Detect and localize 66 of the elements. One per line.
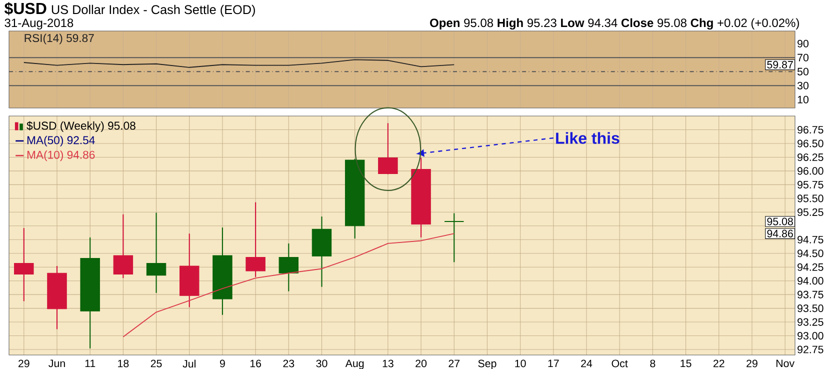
y-tick-label: 94.75 [798,236,824,244]
y-tick-label: 92.75 [798,346,824,354]
x-tick-label: 23 [283,360,294,368]
y-tick-label: 90 [798,40,808,48]
x-tick-label: 25 [150,360,162,368]
y-tick-label: 95.50 [798,194,824,202]
candlestick [378,122,398,175]
y-tick-label: 95.25 [798,208,824,216]
x-tick-label: Jun [48,360,65,368]
candlestick [146,212,166,294]
candlestick [113,214,134,279]
y-tick-label: 96.00 [798,167,824,175]
x-tick-label: Jul [182,360,196,368]
chart-title: $USD [4,2,46,16]
text: Open 95.08 High 95.23 Low 94.34 Close 95.08 Chg +0.02 (+0.02%) [430,18,799,30]
x-tick-label: 13 [382,360,394,368]
x-tick-label: 9 [220,360,225,368]
y-tick-label: 94.25 [798,263,824,271]
candlestick [444,212,464,263]
x-tick-label: 15 [680,360,692,368]
candlestick [14,228,34,302]
x-tick-label: 29 [746,360,758,368]
x-tick-label: 27 [448,360,460,368]
x-tick-label: 30 [316,360,328,368]
y-tick-label: 93.50 [798,304,824,312]
series-label: RSI(14) 59.87 [24,34,94,44]
legend-label: $USD (Weekly) 95.08 [26,121,136,132]
x-tick-label: 11 [85,360,96,368]
y-tick-label: 30 [797,82,808,90]
annotation: 95.08 [767,218,793,226]
annotation: Like this [556,132,620,144]
y-tick-label: 96.50 [798,140,824,148]
x-tick-label: 8 [650,360,656,368]
x-tick-label: 10 [515,360,526,368]
y-tick-label: 50 [797,68,808,76]
annotation: 94.86 [767,230,793,238]
y-tick-label: 93.25 [798,318,824,326]
x-tick-label: Aug [345,360,364,369]
chart-subtitle: US Dollar Index - Cash Settle (EOD) [52,4,255,17]
y-tick-label: 94.00 [798,277,824,285]
line-series [122,233,455,338]
x-tick-label: 16 [250,360,262,368]
x-tick-label: 29 [18,360,30,368]
x-tick-label: 20 [416,360,427,368]
x-tick-label: 17 [548,360,559,368]
y-tick-label: 10 [798,96,808,104]
y-tick-label: 93.00 [798,332,824,340]
line-series [23,59,455,68]
x-tick-label: 24 [581,360,592,368]
x-tick-label: 22 [713,360,724,368]
candlestick [246,202,266,278]
y-tick-label: 94.50 [798,250,824,258]
text: 31-Aug-2018 [4,18,74,30]
x-tick-label: Sep [478,360,496,369]
x-tick-label: Nov [776,360,795,368]
annotation: 59.87 [767,60,793,68]
legend-label: MA(10) 94.86 [27,150,95,162]
legend-label: MA(50) 92.54 [27,136,95,146]
y-tick-label: 96.25 [798,153,824,161]
y-tick-label: 93.75 [798,290,824,298]
candlestick [278,242,299,292]
y-tick-label: 70 [798,54,808,62]
x-tick-label: Oct [612,360,628,368]
x-tick-label: 18 [118,360,129,368]
y-tick-label: 96.75 [798,126,824,134]
y-tick-label: 95.75 [798,180,824,188]
